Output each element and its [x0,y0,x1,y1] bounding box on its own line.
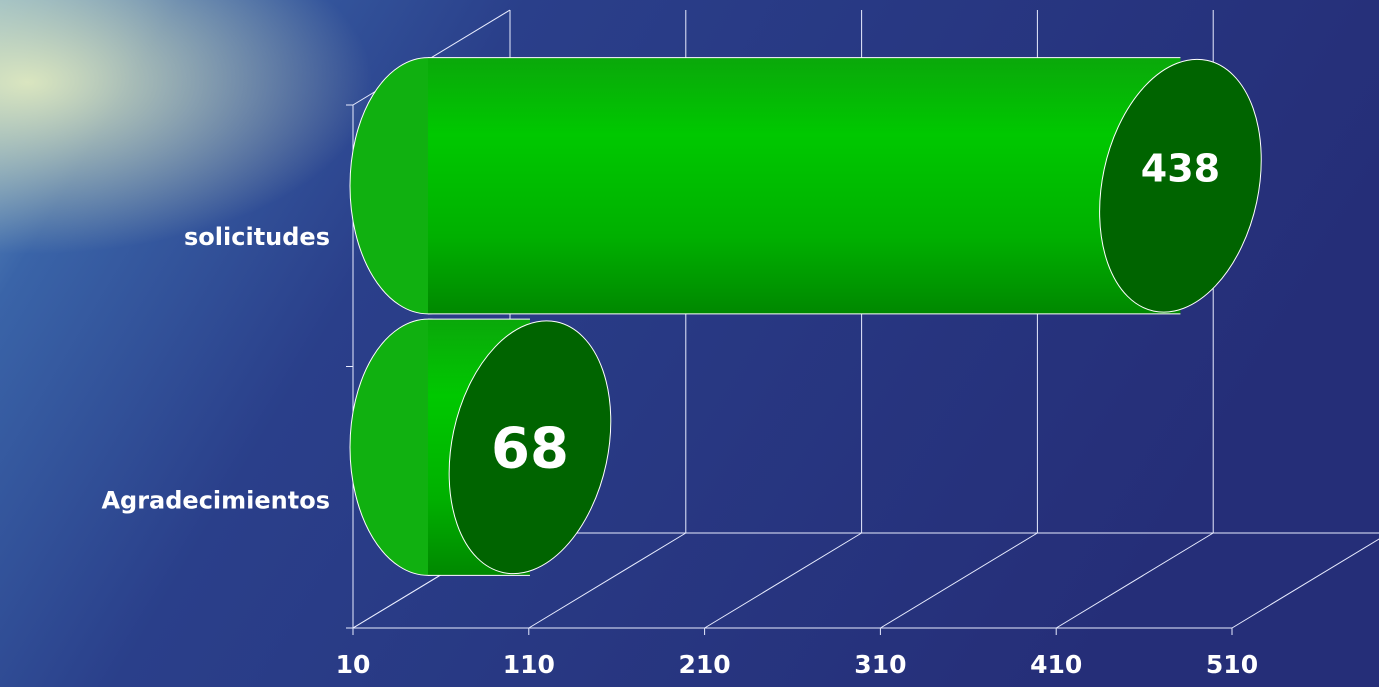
y-tick-label: solicitudes [184,223,330,251]
x-tick-label: 10 [336,650,371,679]
floor-grid-line [880,532,1038,629]
bar [428,57,1181,314]
floor-grid-line [704,532,862,629]
x-tick-label: 110 [503,650,555,679]
floor-grid-line [528,532,687,629]
floor-grid-line [1055,532,1214,629]
x-tick-label: 410 [1030,650,1082,679]
value-label: 438 [1141,146,1220,190]
x-tick-label: 310 [854,650,906,679]
bar-end-cap [448,320,612,575]
floor-grid-line [1231,538,1379,629]
x-tick-label: 510 [1206,650,1258,679]
x-tick-label: 210 [679,650,731,679]
bar-outline [428,318,530,576]
y-tick-label: Agradecimientos [101,486,330,514]
bar-outline [428,57,1181,315]
bar-end-cap [1099,58,1262,313]
value-label: 68 [491,416,569,481]
